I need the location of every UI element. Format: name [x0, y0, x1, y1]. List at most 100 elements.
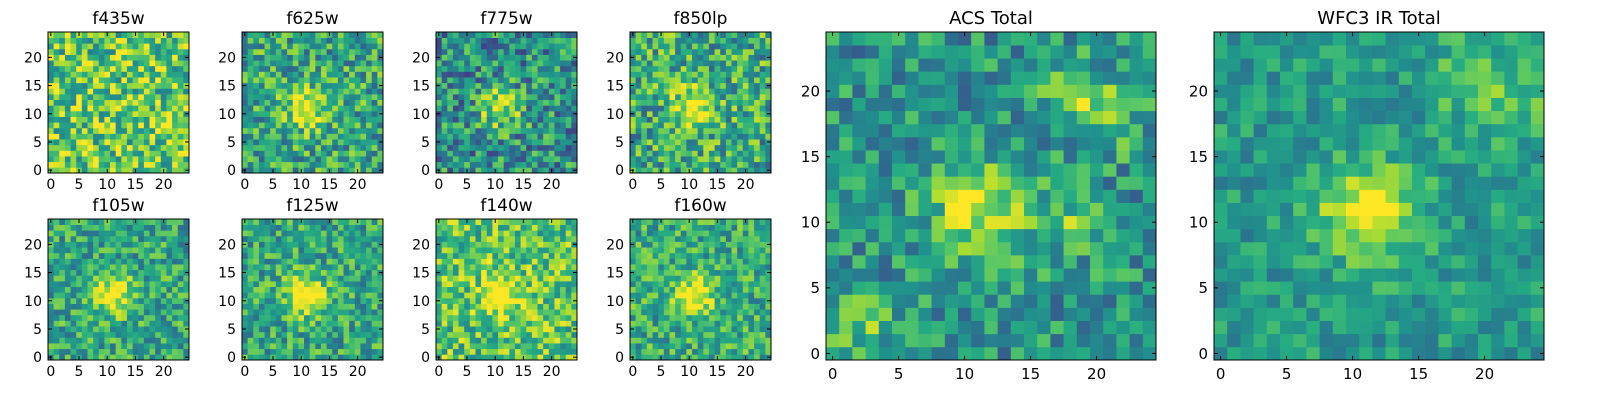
- heatmap-cell: [110, 161, 117, 168]
- heatmap-cell: [81, 156, 88, 163]
- heatmap-cell: [349, 258, 356, 265]
- heatmap-cell: [76, 48, 83, 55]
- heatmap-cell: [560, 219, 567, 225]
- heatmap-cell: [172, 326, 179, 333]
- heatmap-cell: [520, 65, 527, 72]
- heatmap-cell: [304, 224, 311, 231]
- heatmap-cell: [554, 252, 561, 259]
- y-tick-label: 5: [421, 135, 430, 151]
- heatmap-cell: [475, 167, 482, 174]
- heatmap-cell: [458, 326, 465, 333]
- heatmap-cell: [104, 105, 111, 112]
- heatmap-cell: [275, 127, 282, 134]
- heatmap-cell: [320, 320, 327, 327]
- heatmap-cell: [725, 281, 732, 288]
- heatmap-cell: [720, 161, 727, 168]
- heatmap-cell: [486, 230, 493, 237]
- heatmap-cell: [509, 320, 516, 327]
- heatmap-cell: [59, 133, 66, 140]
- heatmap-cell: [292, 309, 299, 316]
- heatmap-cell: [183, 303, 190, 310]
- heatmap-cell: [663, 139, 670, 146]
- heatmap-cell: [315, 348, 322, 355]
- heatmap-cell: [759, 110, 766, 117]
- heatmap-cell: [81, 281, 88, 288]
- heatmap-cell: [452, 292, 459, 299]
- heatmap-cell: [264, 343, 271, 350]
- heatmap-cell: [59, 127, 66, 134]
- heatmap-cell: [315, 99, 322, 106]
- heatmap-cell: [692, 139, 699, 146]
- heatmap-cell: [160, 110, 167, 117]
- heatmap-cell: [315, 309, 322, 316]
- heatmap-cell: [349, 122, 356, 129]
- heatmap-cell: [149, 281, 156, 288]
- heatmap-cell: [441, 281, 448, 288]
- heatmap-cell: [742, 281, 749, 288]
- heatmap-cell: [669, 303, 676, 310]
- heatmap-cell: [441, 303, 448, 310]
- heatmap-cell: [641, 43, 648, 50]
- heatmap-cell: [759, 139, 766, 146]
- heatmap-cell: [697, 60, 704, 67]
- heatmap-cell: [98, 337, 105, 344]
- heatmap-cell: [81, 269, 88, 276]
- heatmap-cell: [287, 43, 294, 50]
- heatmap-cell: [349, 354, 356, 361]
- heatmap-cell: [537, 247, 544, 254]
- heatmap-cell: [543, 230, 550, 237]
- heatmap-cell: [663, 82, 670, 89]
- heatmap-cell: [264, 43, 271, 50]
- heatmap-cell: [377, 105, 384, 112]
- heatmap-cell: [242, 37, 248, 44]
- heatmap-cell: [565, 60, 572, 67]
- heatmap-cell: [320, 88, 327, 95]
- heatmap-cell: [132, 105, 139, 112]
- heatmap-cell: [298, 241, 305, 248]
- heatmap-cells: [436, 219, 578, 361]
- heatmap-cell: [326, 94, 333, 101]
- heatmap-cell: [543, 139, 550, 146]
- heatmap-cell: [247, 337, 254, 344]
- heatmap-cell: [554, 292, 561, 299]
- heatmap-cell: [155, 105, 162, 112]
- heatmap-cell: [537, 156, 544, 163]
- heatmap-cell: [520, 144, 527, 151]
- heatmap-cell: [765, 150, 772, 157]
- heatmap-cell: [537, 133, 544, 140]
- heatmap-cell: [149, 133, 156, 140]
- heatmap-cell: [543, 354, 550, 361]
- heatmap-cell: [554, 297, 561, 304]
- heatmap-cell: [275, 224, 282, 231]
- heatmap-cell: [503, 309, 510, 316]
- heatmap-cell: [731, 286, 738, 293]
- heatmap-cell: [526, 320, 533, 327]
- heatmap-cell: [366, 54, 373, 61]
- heatmap-cell: [371, 127, 378, 134]
- heatmap-cell: [537, 354, 544, 361]
- heatmap-cell: [177, 343, 184, 350]
- heatmap-cell: [560, 224, 567, 231]
- heatmap-cell: [571, 48, 578, 55]
- heatmap-cell: [464, 144, 471, 151]
- heatmap-cell: [70, 105, 77, 112]
- heatmap-cell: [447, 303, 454, 310]
- heatmap-cell: [132, 281, 139, 288]
- heatmap-cell: [641, 144, 648, 151]
- heatmap-cell: [481, 297, 488, 304]
- heatmap-cell: [560, 150, 567, 157]
- heatmap-cell: [436, 161, 442, 168]
- heatmap-cell: [320, 37, 327, 44]
- heatmap-cell: [270, 320, 277, 327]
- heatmap-cell: [177, 252, 184, 259]
- heatmap-cell: [520, 230, 527, 237]
- heatmap-cell: [759, 281, 766, 288]
- heatmap-cell: [492, 127, 499, 134]
- heatmap-cell: [765, 292, 772, 299]
- heatmap-cell: [458, 122, 465, 129]
- heatmap-cell: [354, 275, 361, 282]
- heatmap-cell: [98, 37, 105, 44]
- heatmap-cell: [554, 258, 561, 265]
- heatmap-cell: [138, 241, 145, 248]
- heatmap-cell: [59, 60, 66, 67]
